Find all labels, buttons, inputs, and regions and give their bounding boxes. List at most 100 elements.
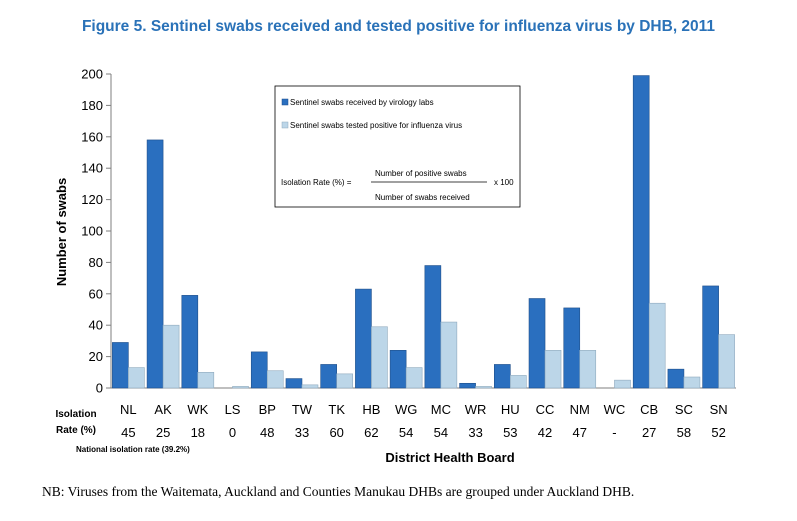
- y-tick-label: 140: [81, 161, 103, 176]
- bar-positive-tk: [336, 373, 353, 389]
- y-axis: 0 20 40 60 80 100 120 140 160 180 200: [81, 67, 736, 396]
- formula-multiplier: x 100: [494, 178, 514, 187]
- bar-positive-bp: [266, 370, 284, 389]
- isolation-rates: 45 25 18 0 48 33 60 62 54 54 33 53 42 47 - 27 58 52: [121, 425, 726, 440]
- x-tick-labels: NL AK WK LS BP TW TK HB WG MC WR HU CC NM WC CB SC SN: [120, 402, 728, 417]
- bar-positive-ls: [232, 386, 249, 389]
- bar-received-wg: [389, 350, 407, 389]
- y-tick-label: 120: [81, 192, 103, 207]
- bar-positive-tw: [301, 384, 319, 389]
- x-axis-label: District Health Board: [385, 450, 514, 465]
- y-tick-label: 0: [96, 381, 103, 396]
- isolation-rate-nl: 45: [121, 425, 135, 440]
- bar-positive-wg: [405, 367, 423, 389]
- y-tick-label: 40: [89, 318, 103, 333]
- isolation-rate-tk: 60: [329, 425, 343, 440]
- y-tick-label: 180: [81, 98, 103, 113]
- formula-lhs: Isolation Rate (%) =: [281, 178, 352, 187]
- y-axis-label: Number of swabs: [54, 178, 69, 286]
- bar-received-tw: [285, 378, 303, 389]
- isolation-rate-sn: 52: [711, 425, 725, 440]
- x-tick-label-ak: AK: [154, 402, 172, 417]
- y-tick-label: 200: [81, 67, 103, 82]
- y-tick-label: 160: [81, 129, 103, 144]
- formula-denominator: Number of swabs received: [375, 193, 470, 202]
- bar-received-nm: [563, 307, 581, 389]
- legend-box: [274, 85, 521, 208]
- isolation-rate-wc: -: [612, 425, 616, 440]
- isolation-label-line2: Rate (%): [56, 425, 96, 436]
- isolation-rate-ak: 25: [156, 425, 170, 440]
- isolation-rate-hu: 53: [503, 425, 517, 440]
- bar-positive-mc: [440, 321, 458, 389]
- bar-positive-nm: [579, 350, 597, 389]
- footnote: NB: Viruses from the Waitemata, Auckland…: [42, 484, 635, 499]
- bar-positive-wk: [197, 371, 215, 389]
- isolation-rate-wk: 18: [191, 425, 205, 440]
- national-isolation-rate: National isolation rate (39.2%): [76, 445, 190, 454]
- bar-positive-cb: [648, 302, 666, 389]
- y-tick-label: 20: [89, 349, 103, 364]
- isolation-rate-ls: 0: [229, 425, 236, 440]
- legend-swatch-positive: [281, 121, 289, 129]
- isolation-rate-mc: 54: [434, 425, 448, 440]
- bar-received-mc: [424, 265, 442, 389]
- x-tick-label-sc: SC: [675, 402, 693, 417]
- isolation-rate-wr: 33: [468, 425, 482, 440]
- bar-positive-ak: [162, 324, 180, 389]
- isolation-rate-tw: 33: [295, 425, 309, 440]
- x-tick-label-hb: HB: [362, 402, 380, 417]
- bar-received-ak: [146, 139, 164, 389]
- bar-received-cc: [528, 298, 546, 389]
- isolation-rate-sc: 58: [677, 425, 691, 440]
- isolation-rate-cb: 27: [642, 425, 656, 440]
- x-tick-label-hu: HU: [501, 402, 520, 417]
- bar-received-sn: [702, 285, 719, 389]
- bar-received-sc: [667, 368, 685, 389]
- isolation-rate-bp: 48: [260, 425, 274, 440]
- legend-label-received: Sentinel swabs received by virology labs: [290, 98, 434, 107]
- x-tick-label-tw: TW: [292, 402, 313, 417]
- bar-positive-sc: [683, 376, 701, 389]
- bar-positive-hb: [371, 326, 388, 389]
- legend-swatch-received: [281, 98, 289, 106]
- bar-received-bp: [250, 351, 268, 389]
- legend: Sentinel swabs received by virology labs…: [274, 85, 521, 208]
- isolation-rate-nm: 47: [573, 425, 587, 440]
- bar-received-hb: [355, 288, 372, 389]
- bar-positive-nl: [128, 367, 145, 389]
- bar-received-nl: [112, 342, 129, 389]
- x-tick-label-sn: SN: [710, 402, 728, 417]
- x-tick-label-cb: CB: [640, 402, 658, 417]
- x-tick-label-mc: MC: [431, 402, 451, 417]
- bar-positive-hu: [510, 375, 527, 389]
- x-tick-label-nm: NM: [570, 402, 590, 417]
- bar-positive-sn: [718, 334, 735, 389]
- x-tick-label-nl: NL: [120, 402, 137, 417]
- x-tick-label-ls: LS: [225, 402, 241, 417]
- x-tick-label-tk: TK: [328, 402, 345, 417]
- bar-received-wr: [459, 382, 476, 389]
- x-tick-label-wg: WG: [395, 402, 417, 417]
- legend-label-positive: Sentinel swabs tested positive for influ…: [290, 121, 462, 130]
- x-tick-label-cc: CC: [536, 402, 555, 417]
- bar-positive-wc: [614, 379, 631, 389]
- bar-received-tk: [320, 364, 337, 389]
- bar-positive-cc: [544, 350, 562, 389]
- bar-received-wk: [181, 295, 199, 389]
- bar-positive-wr: [475, 386, 492, 389]
- y-tick-label: 100: [81, 224, 103, 239]
- bar-received-cb: [632, 75, 650, 389]
- isolation-rate-wg: 54: [399, 425, 413, 440]
- isolation-rate-cc: 42: [538, 425, 552, 440]
- formula-numerator: Number of positive swabs: [375, 169, 467, 178]
- x-tick-label-wc: WC: [604, 402, 626, 417]
- bar-received-hu: [494, 364, 511, 389]
- x-tick-label-wk: WK: [187, 402, 208, 417]
- x-tick-label-wr: WR: [465, 402, 487, 417]
- y-tick-label: 60: [89, 286, 103, 301]
- bars: [112, 75, 735, 389]
- y-tick-label: 80: [89, 255, 103, 270]
- chart-title: Figure 5. Sentinel swabs received and te…: [81, 18, 716, 35]
